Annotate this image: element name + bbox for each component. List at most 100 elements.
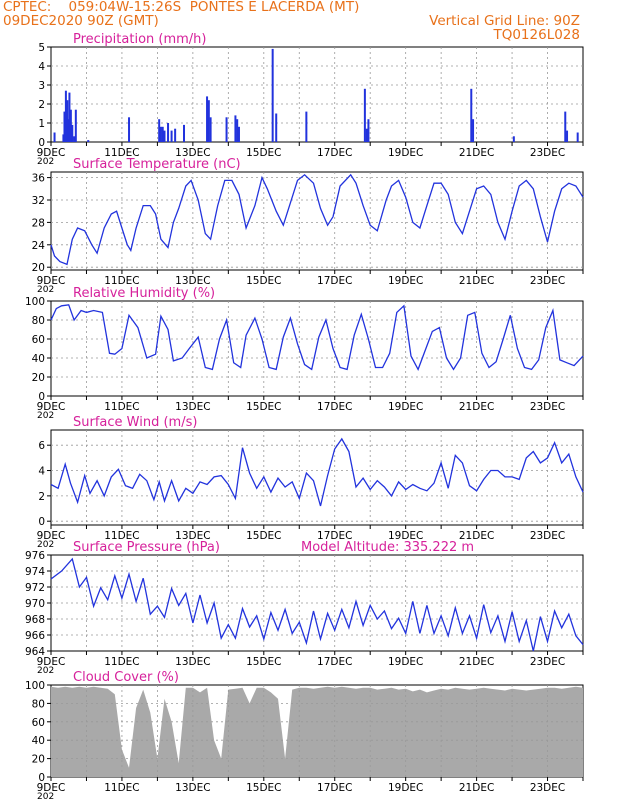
- precip-bar: [367, 119, 370, 142]
- pressure-ytick-label: 976: [25, 550, 45, 562]
- wind-xtick-label: 17DEC: [317, 530, 352, 542]
- precip-bar: [363, 88, 366, 142]
- temperature-ytick-label: 36: [32, 173, 46, 185]
- cloud-xtick-label: 13DEC: [175, 782, 210, 794]
- precip-bar: [207, 100, 210, 142]
- header-code: TQ0126L028: [493, 27, 580, 43]
- humidity-ytick-label: 20: [32, 372, 45, 384]
- precip-bar: [69, 109, 72, 142]
- precip-bar: [566, 130, 569, 142]
- header-location: PONTES E LACERDA (MT): [189, 0, 360, 15]
- precip-bar: [225, 117, 228, 142]
- cloud-xtick-label: 9DEC: [37, 782, 66, 794]
- temperature-xtick-label: 19DEC: [388, 275, 423, 287]
- cloud-xtick-label: 17DEC: [317, 782, 352, 794]
- pressure-line: [50, 557, 584, 652]
- wind-xtick-label: 15DEC: [246, 530, 281, 542]
- humidity-xtick-label: 23DEC: [530, 401, 565, 413]
- pressure-ytick-label: 974: [25, 566, 45, 578]
- humidity-ytick-label: 80: [32, 315, 45, 327]
- precip-bar: [365, 128, 368, 142]
- precip-bar: [512, 136, 515, 142]
- temperature-xtick-label: 9DEC: [37, 275, 66, 287]
- wind-title: Surface Wind (m/s): [73, 415, 197, 430]
- temperature-xtick-label: 13DEC: [175, 275, 210, 287]
- precip-bar: [64, 90, 67, 142]
- precip-year-label: 202: [37, 157, 54, 167]
- precip-bar: [234, 115, 237, 142]
- humidity-ytick-label: 40: [32, 353, 45, 365]
- precip-bar: [470, 88, 473, 142]
- wind-xtick-label: 23DEC: [530, 530, 565, 542]
- cloud-ytick-label: 20: [32, 754, 45, 766]
- pressure-xtick-label: 13DEC: [175, 656, 210, 668]
- precip-bar: [128, 117, 131, 142]
- wind-ytick-label: 2: [38, 491, 45, 503]
- temperature-year-label: 202: [37, 285, 54, 295]
- humidity-line: [50, 304, 584, 371]
- pressure-xtick-label: 15DEC: [246, 656, 281, 668]
- humidity-ytick-label: 0: [38, 391, 45, 403]
- wind-frame: [50, 429, 584, 526]
- precip-bar: [68, 92, 71, 142]
- precip-ytick-label: 5: [38, 42, 45, 54]
- precip-xtick-label: 19DEC: [388, 147, 423, 159]
- wind-ytick-label: 6: [38, 440, 45, 452]
- cloud-ytick-label: 60: [32, 717, 45, 729]
- temperature-xtick-label: 17DEC: [317, 275, 352, 287]
- wind-xtick-label: 19DEC: [388, 530, 423, 542]
- precip-ytick-label: 3: [38, 80, 45, 92]
- pressure-xtick-label: 11DEC: [104, 656, 139, 668]
- cloud-xtick-label: 15DEC: [246, 782, 281, 794]
- header-line-1: CPTEC: 059:04W-15:26S PONTES E LACERDA (…: [3, 0, 359, 15]
- temperature-xtick-label: 15DEC: [246, 275, 281, 287]
- precip-xtick-label: 23DEC: [530, 147, 565, 159]
- precip-frame: [50, 46, 584, 143]
- humidity-xtick-label: 9DEC: [37, 401, 66, 413]
- precip-bar: [564, 111, 567, 142]
- cloud-year-label: 202: [37, 792, 54, 800]
- precip-bar: [236, 119, 239, 142]
- header-coords: 059:04W-15:26S: [68, 0, 182, 15]
- pressure-xtick-label: 9DEC: [37, 656, 66, 668]
- precip-ytick-label: 2: [38, 99, 45, 111]
- pressure-title: Surface Pressure (hPa): [73, 540, 220, 555]
- precip-bar: [237, 126, 240, 142]
- pressure-ytick-label: 972: [25, 582, 45, 594]
- wind-xtick-label: 21DEC: [459, 530, 494, 542]
- cloud-area: [51, 686, 583, 777]
- pressure-xtick-label: 17DEC: [317, 656, 352, 668]
- precip-bar: [159, 126, 162, 142]
- humidity-xtick-label: 11DEC: [104, 401, 139, 413]
- wind-year-label: 202: [37, 540, 54, 550]
- pressure-annotation: Model Altitude: 335.222 m: [301, 540, 474, 555]
- temperature-title: Surface Temperature (nC): [73, 157, 241, 172]
- cloud-xtick-label: 23DEC: [530, 782, 565, 794]
- humidity-xtick-label: 19DEC: [388, 401, 423, 413]
- precip-xtick-label: 15DEC: [246, 147, 281, 159]
- wind-xtick-label: 13DEC: [175, 530, 210, 542]
- wind-ytick-label: 0: [38, 516, 45, 528]
- cloud-xtick-label: 21DEC: [459, 782, 494, 794]
- temperature-xtick-label: 21DEC: [459, 275, 494, 287]
- wind-line: [50, 437, 584, 507]
- humidity-xtick-label: 13DEC: [175, 401, 210, 413]
- precip-bar: [576, 132, 579, 142]
- precip-bar: [62, 134, 65, 142]
- temperature-xtick-label: 23DEC: [530, 275, 565, 287]
- cloud-xtick-label: 19DEC: [388, 782, 423, 794]
- temperature-ytick-label: 20: [32, 262, 45, 274]
- humidity-ytick-label: 60: [32, 334, 45, 346]
- precip-bar: [170, 130, 173, 142]
- precip-bar: [53, 132, 56, 142]
- pressure-ytick-label: 964: [25, 646, 45, 658]
- precip-xtick-label: 11DEC: [104, 147, 139, 159]
- precip-xtick-label: 17DEC: [317, 147, 352, 159]
- precip-bar: [63, 111, 66, 142]
- cloud-ytick-label: 80: [32, 698, 45, 710]
- precip-ytick-label: 4: [38, 61, 45, 73]
- pressure-ytick-label: 970: [25, 598, 45, 610]
- cloud-title: Cloud Cover (%): [73, 670, 179, 685]
- precip-xtick-label: 13DEC: [175, 147, 210, 159]
